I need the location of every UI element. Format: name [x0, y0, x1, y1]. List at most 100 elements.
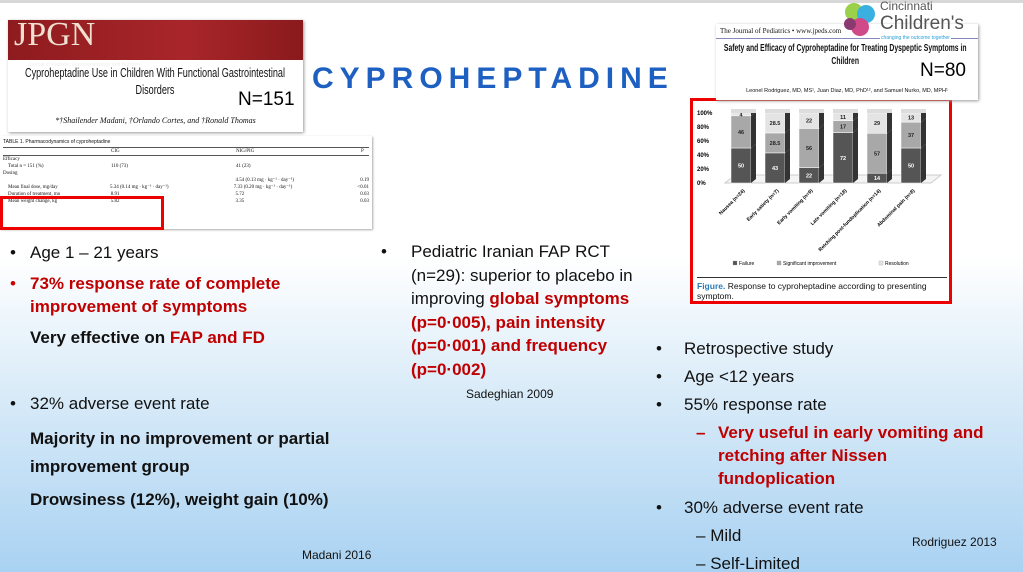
data-label: 43 — [772, 166, 778, 172]
data-label: 57 — [874, 151, 880, 157]
table-cell: 0.03 — [360, 192, 369, 197]
jpgn-logo: JPGN Journal of Pediatric Gastroenterolog… — [8, 18, 303, 68]
x-tick-label: Abdominal pain (n=8) — [876, 188, 917, 229]
bullet-age: Age <12 years — [684, 367, 795, 386]
bullet-age: Age 1 – 21 years — [30, 243, 159, 262]
table-cell: 110 (73) — [111, 164, 128, 169]
middle-column: • Pediatric Iranian FAP RCT (n=29): super… — [381, 242, 633, 379]
bar-top — [731, 109, 756, 113]
journal-name: JPGN — [14, 16, 96, 53]
citation-sadeghian: Sadeghian 2009 — [466, 387, 554, 401]
legend-label: Significant improvement — [783, 261, 837, 267]
article-title: Cyproheptadine Use in Children With Func… — [24, 65, 285, 97]
legend-swatch — [732, 260, 738, 266]
citation-rodriguez: Rodriguez 2013 — [912, 535, 997, 549]
table-cell: 5.72 — [235, 192, 245, 197]
data-label: 22 — [806, 173, 812, 179]
sub-useful: Very useful in early vomiting and retchi… — [718, 423, 984, 488]
table-row: Duration of treatment, mo 8.91 5.72 0.03 — [3, 191, 369, 198]
bar-side — [751, 144, 756, 183]
x-tick-label: Early satiety (n=7) — [746, 188, 781, 223]
bar-side — [785, 109, 790, 133]
table-cell: 3.35 — [235, 199, 245, 204]
bar-side — [853, 128, 858, 183]
rct-highlight: global symptoms (p=0·005), pain intensit… — [411, 289, 630, 379]
bar-side — [785, 128, 790, 153]
data-label: 28.5 — [770, 121, 781, 127]
data-label: 13 — [908, 116, 914, 122]
table-cell — [236, 156, 361, 163]
bullet-adverse: 32% adverse event rate — [30, 394, 210, 413]
data-label: 37 — [908, 133, 914, 139]
table-cell — [236, 170, 361, 177]
x-tick-label: Nausea (n=24) — [718, 188, 747, 217]
table-cell: Mean final dose, mg/day — [8, 185, 58, 190]
x-tick-label: Early vomiting (n=9) — [776, 188, 814, 226]
bullet-retrospective: Retrospective study — [684, 339, 834, 358]
table-cell: NIG/PIG — [236, 149, 255, 154]
x-tick-label: Late vomiting (n=18) — [810, 188, 849, 227]
table-header: CIG NIG/PIG P — [3, 148, 369, 155]
data-label: 50 — [908, 164, 914, 170]
table-row: 4.54 (0.13 mg · kg⁻¹ · day⁻¹) 0.19 — [3, 177, 369, 184]
response-figure: 0% 20% 40% 60% 80% 100% 50 46 4 Nausea (n=24) 43 28… — [690, 98, 952, 304]
top-border — [0, 0, 1023, 3]
sample-size: N=151 — [238, 89, 295, 110]
sub-highlight: FAP and FD — [169, 328, 265, 347]
table-cell: CIG — [111, 149, 120, 154]
bar-side — [887, 129, 892, 174]
data-label: 11 — [840, 115, 846, 121]
table-cell: 0.03 — [360, 199, 369, 204]
journal-full-name: Journal of Pediatric Gastroenterology an… — [28, 62, 141, 68]
table-cell: 5.82 — [110, 199, 120, 204]
table-cell: <0.01 — [357, 185, 369, 190]
table-cell: P — [361, 149, 364, 154]
sub-prefix: Very effective on — [30, 328, 170, 347]
sub-majority: Majority in no improvement or partial im… — [30, 429, 330, 476]
bullet-response-rate: 73% response rate of complete improvemen… — [30, 274, 281, 316]
bar-side — [819, 109, 824, 129]
table-cell: 8.91 — [110, 192, 120, 197]
table-cell — [111, 177, 236, 184]
data-label: 14 — [874, 176, 881, 182]
sub-self-limited: Self-Limited — [710, 554, 800, 572]
legend-swatch — [776, 260, 782, 266]
bar-side — [853, 116, 858, 133]
data-label: 4 — [739, 112, 743, 118]
bar-top — [833, 109, 858, 113]
article-authors: Leonel Rodriguez, MD, MS¹, Juan Diaz, MD… — [746, 88, 948, 94]
table-cell — [111, 156, 236, 163]
sample-size: N=80 — [920, 60, 966, 81]
figure-label: Figure. — [697, 281, 726, 291]
y-tick-label: 100% — [697, 111, 713, 117]
x-tick-label: Retching post-fundoplication (n=14) — [818, 188, 883, 253]
logo-line1: Cincinnati — [880, 0, 933, 13]
bar-top — [867, 109, 892, 113]
table-cell — [111, 170, 236, 177]
data-label: 17 — [840, 125, 846, 131]
table-cell: 41 (23) — [236, 164, 251, 169]
table-cell — [3, 177, 111, 184]
y-tick-label: 20% — [697, 167, 710, 173]
table-cell: Efficacy — [3, 157, 20, 162]
table-cell: 5.34 (0.14 mg · kg⁻¹ · day⁻¹) — [109, 185, 169, 190]
pharmacodynamics-table: TABLE 1. Pharmacodynamics of cyproheptad… — [0, 136, 372, 229]
logo-tagline: changing the outcome together — [880, 35, 951, 41]
table-cell: Mean weight change, kg — [8, 199, 58, 204]
y-tick-label: 40% — [697, 153, 710, 159]
table-caption: TABLE 1. Pharmacodynamics of cyproheptad… — [3, 139, 369, 148]
cincinnati-childrens-logo: Cincinnati Children's changing the outco… — [840, 0, 1010, 44]
data-label: 46 — [738, 130, 744, 136]
rct-text: Pediatric Iranian FAP RCT (n=29): superi… — [411, 242, 633, 308]
legend-swatch — [878, 260, 884, 266]
logo-mark-icon — [844, 3, 875, 36]
y-tick-label: 0% — [697, 181, 706, 187]
article-authors: *†Shailender Madani, †Orlando Cortes, an… — [55, 116, 256, 125]
sub-effective: Very effective on FAP and FD — [30, 326, 350, 349]
table-cell — [3, 148, 111, 155]
table-cell: 0.19 — [360, 178, 369, 183]
logo-line2: Children's — [880, 13, 964, 34]
journal-name: The Journal of Pediatrics • www.jpeds.co… — [716, 24, 978, 39]
bar-side — [887, 109, 892, 134]
table-row: Efficacy — [3, 155, 369, 163]
